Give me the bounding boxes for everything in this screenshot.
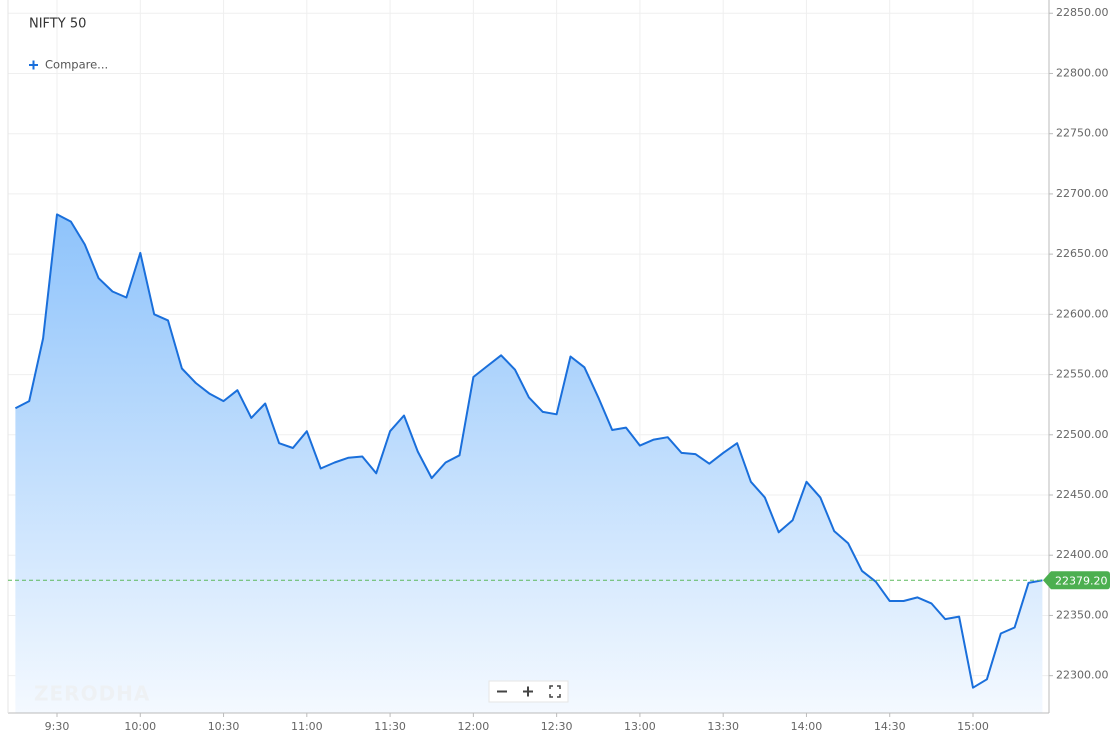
x-tick-label: 10:00 bbox=[124, 720, 156, 733]
x-tick-label: 11:00 bbox=[291, 720, 323, 733]
y-tick-label: 22500.00 bbox=[1056, 428, 1109, 441]
x-tick-label: 14:30 bbox=[874, 720, 906, 733]
y-tick-label: 22350.00 bbox=[1056, 608, 1109, 621]
y-tick-label: 22650.00 bbox=[1056, 247, 1109, 260]
y-tick-label: 22300.00 bbox=[1056, 669, 1109, 682]
y-tick-label: 22550.00 bbox=[1056, 368, 1109, 381]
x-tick-label: 13:00 bbox=[624, 720, 656, 733]
x-tick-label: 10:30 bbox=[208, 720, 240, 733]
y-tick-label: 22750.00 bbox=[1056, 127, 1109, 140]
y-tick-label: 22450.00 bbox=[1056, 488, 1109, 501]
compare-button[interactable]: Compare... bbox=[29, 58, 108, 72]
y-tick-label: 22700.00 bbox=[1056, 187, 1109, 200]
x-tick-label: 15:00 bbox=[957, 720, 989, 733]
x-tick-label: 9:30 bbox=[45, 720, 70, 733]
zoom-in[interactable] bbox=[523, 686, 533, 697]
plus-icon bbox=[29, 60, 38, 70]
zoom-controls bbox=[488, 680, 569, 703]
x-tick-label: 13:30 bbox=[707, 720, 739, 733]
x-tick-label: 12:30 bbox=[541, 720, 573, 733]
last-price-tag bbox=[1043, 571, 1110, 590]
y-tick-label: 22850.00 bbox=[1056, 6, 1109, 19]
watermark: ZERODHA bbox=[34, 682, 150, 706]
y-tick-label: 22600.00 bbox=[1056, 307, 1109, 320]
series bbox=[14, 213, 1043, 713]
y-tick-label: 22800.00 bbox=[1056, 66, 1109, 79]
y-tick-label: 22400.00 bbox=[1056, 548, 1109, 561]
last-price-label: 22379.20 bbox=[1055, 574, 1108, 587]
fullscreen[interactable] bbox=[549, 685, 561, 698]
x-tick-label: 11:30 bbox=[374, 720, 406, 733]
compare-label[interactable]: Compare... bbox=[45, 58, 108, 72]
area bbox=[15, 214, 1043, 713]
price-line bbox=[14, 213, 1043, 689]
x-tick-label: 14:00 bbox=[791, 720, 823, 733]
x-tick-label: 12:00 bbox=[458, 720, 490, 733]
chart-title: NIFTY 50 bbox=[29, 17, 86, 32]
